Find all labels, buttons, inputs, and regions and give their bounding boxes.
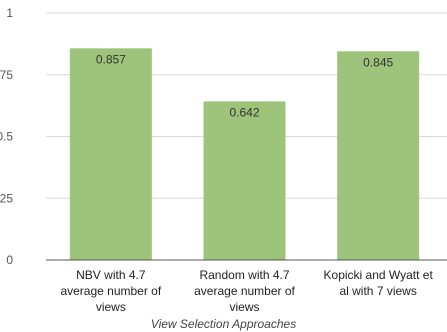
y-tick-label: 0.5 <box>0 130 13 144</box>
data-label: 0.857 <box>96 52 126 66</box>
y-tick-label: 0.75 <box>0 68 13 82</box>
x-tick-label-line: views <box>229 300 260 314</box>
y-tick-label: 1 <box>6 6 13 20</box>
y-tick-label: 0 <box>6 253 13 267</box>
data-label: 0.642 <box>229 105 259 119</box>
y-axis-ticks: 0 0.25 0.5 0.75 1 <box>0 6 13 267</box>
x-tick-label-line: average number of <box>194 284 295 298</box>
x-tick-label-line: Random with 4.7 <box>199 268 290 282</box>
x-tick-label-line: Kopicki and Wyatt et <box>323 268 433 282</box>
x-tick-label: Random with 4.7 average number of views <box>183 267 307 315</box>
data-labels: 0.857 0.642 0.845 <box>96 52 394 119</box>
x-tick-label-line: al with 7 views <box>339 284 417 298</box>
bars <box>69 48 420 261</box>
x-tick-label-line: NBV with 4.7 <box>76 268 146 282</box>
x-tick-label-line: average number of <box>60 284 162 298</box>
x-axis-title: View Selection Approaches <box>150 317 297 331</box>
x-tick-label: NBV with 4.7 average number of views <box>49 267 173 315</box>
x-tick-label: Kopicki and Wyatt et al with 7 views <box>316 267 440 299</box>
bar <box>203 101 286 261</box>
bar <box>69 48 152 260</box>
bar <box>337 51 420 260</box>
y-tick-label: 0.25 <box>0 191 13 205</box>
data-label: 0.845 <box>363 55 393 69</box>
x-tick-label-line: views <box>95 300 126 314</box>
